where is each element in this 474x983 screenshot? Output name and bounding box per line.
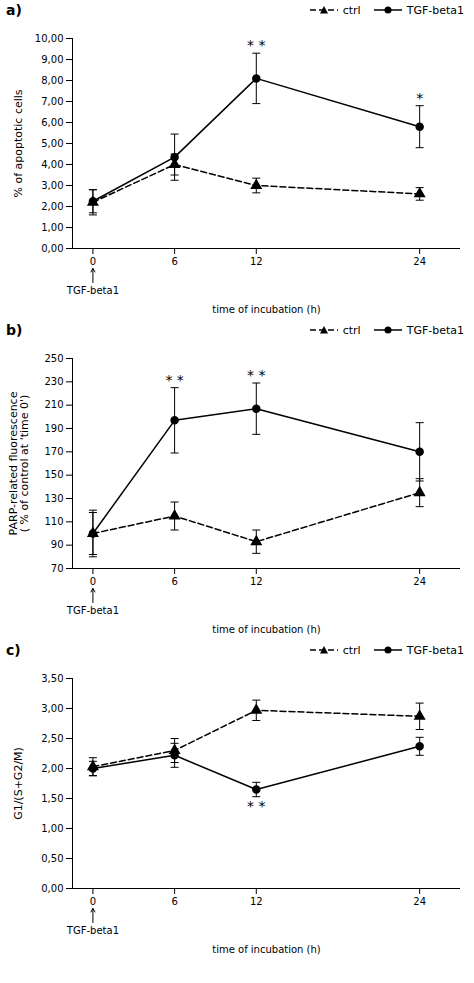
svg-text:*: * bbox=[416, 90, 423, 106]
svg-text:230: 230 bbox=[44, 376, 63, 387]
svg-text:7,00: 7,00 bbox=[41, 96, 63, 107]
svg-text:90: 90 bbox=[51, 539, 64, 550]
svg-text:170: 170 bbox=[44, 446, 63, 457]
svg-text:3,00: 3,00 bbox=[41, 180, 63, 191]
svg-text:250: 250 bbox=[44, 353, 63, 364]
svg-text:24: 24 bbox=[413, 256, 426, 267]
svg-text:% of apoptotic cells: % of apoptotic cells bbox=[12, 89, 25, 197]
svg-text:2,00: 2,00 bbox=[41, 763, 63, 774]
svg-text:9,00: 9,00 bbox=[41, 54, 63, 65]
svg-text:12: 12 bbox=[250, 256, 263, 267]
html-text:TGF-beta1: TGF-beta1 bbox=[406, 323, 464, 337]
html-text:ctrl: ctrl bbox=[342, 3, 361, 17]
svg-text:time of incubation (h): time of incubation (h) bbox=[212, 944, 321, 955]
svg-text:1,50: 1,50 bbox=[41, 793, 63, 804]
svg-text:2,50: 2,50 bbox=[41, 733, 63, 744]
svg-text:130: 130 bbox=[44, 493, 63, 504]
html-text:c): c) bbox=[6, 642, 21, 658]
svg-text:* *: * * bbox=[247, 798, 265, 814]
svg-text:8,00: 8,00 bbox=[41, 75, 63, 86]
svg-text:TGF-beta1: TGF-beta1 bbox=[66, 925, 119, 936]
svg-text:* *: * * bbox=[247, 367, 265, 383]
svg-text:10,00: 10,00 bbox=[35, 33, 64, 44]
svg-text:150: 150 bbox=[44, 469, 63, 480]
svg-text:24: 24 bbox=[413, 896, 426, 907]
svg-text:0: 0 bbox=[90, 896, 96, 907]
html-text:ctrl: ctrl bbox=[342, 643, 361, 657]
html-text:b): b) bbox=[6, 322, 23, 338]
svg-text:210: 210 bbox=[44, 399, 63, 410]
svg-text:6: 6 bbox=[171, 256, 177, 267]
html-text:TGF-beta1: TGF-beta1 bbox=[406, 3, 464, 17]
svg-text:4,00: 4,00 bbox=[41, 159, 63, 170]
html-text:TGF-beta1: TGF-beta1 bbox=[406, 643, 464, 657]
svg-text:24: 24 bbox=[413, 576, 426, 587]
svg-text:6,00: 6,00 bbox=[41, 117, 63, 128]
svg-text:TGF-beta1: TGF-beta1 bbox=[66, 605, 119, 616]
svg-text:6: 6 bbox=[171, 576, 177, 587]
svg-text:* *: * * bbox=[165, 372, 183, 388]
svg-text:0: 0 bbox=[90, 256, 96, 267]
svg-text:0: 0 bbox=[90, 576, 96, 587]
svg-text:2,00: 2,00 bbox=[41, 201, 63, 212]
svg-text:12: 12 bbox=[250, 576, 263, 587]
svg-text:3,50: 3,50 bbox=[41, 673, 63, 684]
html-text:a): a) bbox=[6, 2, 22, 18]
svg-text:time of incubation (h): time of incubation (h) bbox=[212, 304, 321, 315]
svg-text:5,00: 5,00 bbox=[41, 138, 63, 149]
svg-text:* *: * * bbox=[247, 37, 265, 53]
svg-text:0,50: 0,50 bbox=[41, 853, 63, 864]
svg-text:12: 12 bbox=[250, 896, 263, 907]
svg-text:6: 6 bbox=[171, 896, 177, 907]
svg-text:0,00: 0,00 bbox=[41, 243, 63, 254]
svg-text:110: 110 bbox=[44, 516, 63, 527]
svg-text:G1/(S+G2/M): G1/(S+G2/M) bbox=[12, 747, 25, 820]
svg-text:1,00: 1,00 bbox=[41, 222, 63, 233]
svg-text:1,00: 1,00 bbox=[41, 823, 63, 834]
html-text:ctrl: ctrl bbox=[342, 323, 361, 337]
svg-text:time of incubation (h): time of incubation (h) bbox=[212, 624, 321, 635]
svg-text:3,00: 3,00 bbox=[41, 703, 63, 714]
svg-text:TGF-beta1: TGF-beta1 bbox=[66, 285, 119, 296]
svg-text:190: 190 bbox=[44, 423, 63, 434]
svg-text:PARP-related fluorescence( % o: PARP-related fluorescence( % of control … bbox=[7, 391, 31, 535]
svg-text:0,00: 0,00 bbox=[41, 883, 63, 894]
svg-text:70: 70 bbox=[51, 563, 64, 574]
